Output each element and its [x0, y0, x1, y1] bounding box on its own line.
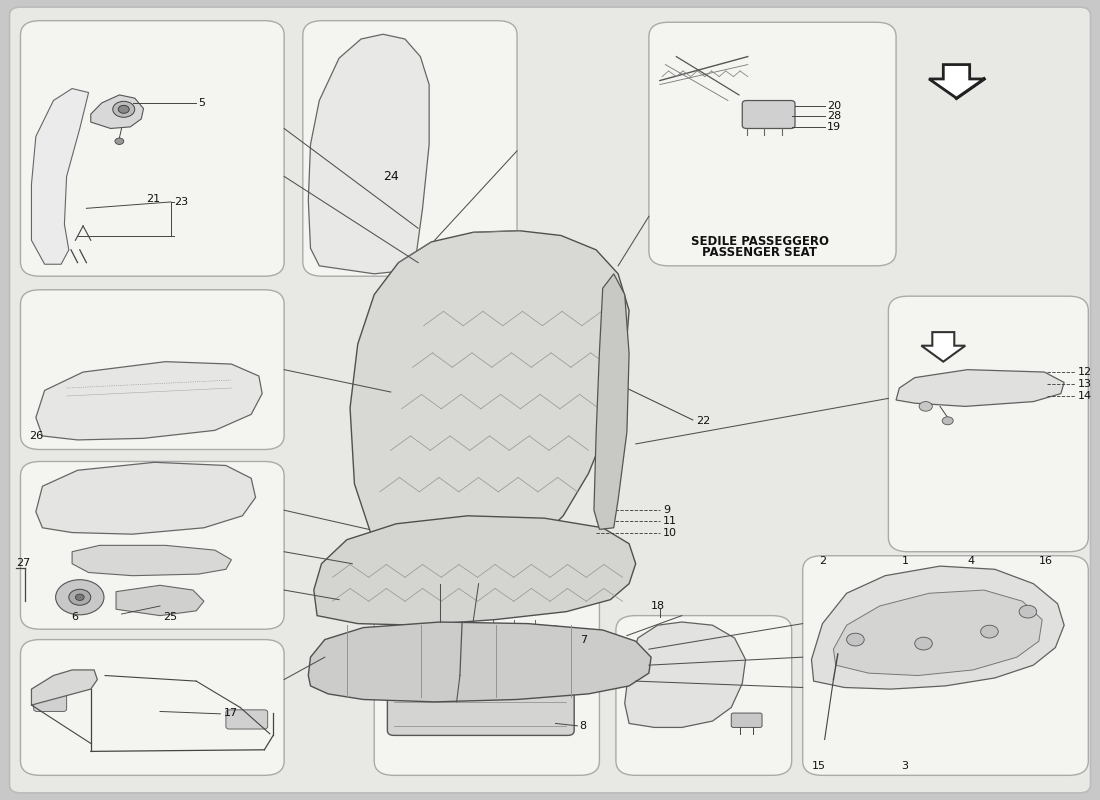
Polygon shape [73, 546, 231, 576]
FancyBboxPatch shape [732, 713, 762, 727]
Polygon shape [36, 462, 255, 534]
Text: 15: 15 [812, 761, 825, 770]
FancyBboxPatch shape [889, 296, 1088, 552]
FancyBboxPatch shape [649, 22, 896, 266]
Text: 22: 22 [696, 416, 711, 426]
Text: PASSENGER SEAT: PASSENGER SEAT [702, 246, 816, 258]
Polygon shape [930, 65, 984, 98]
FancyBboxPatch shape [302, 21, 517, 276]
Text: 25: 25 [163, 612, 177, 622]
Circle shape [56, 580, 104, 615]
Polygon shape [625, 622, 746, 727]
FancyBboxPatch shape [405, 626, 559, 646]
Polygon shape [812, 566, 1064, 689]
FancyBboxPatch shape [10, 7, 1090, 793]
Circle shape [920, 402, 933, 411]
Text: 12: 12 [1077, 367, 1091, 377]
Circle shape [76, 594, 85, 601]
FancyBboxPatch shape [21, 639, 284, 775]
Polygon shape [36, 362, 262, 440]
Text: 3: 3 [902, 761, 909, 770]
Text: 10: 10 [663, 527, 678, 538]
Polygon shape [594, 274, 629, 530]
Polygon shape [896, 370, 1064, 406]
Text: 23: 23 [174, 197, 188, 207]
Text: 11: 11 [663, 516, 678, 526]
Text: 2: 2 [820, 556, 826, 566]
Circle shape [981, 626, 998, 638]
Text: 1: 1 [902, 556, 909, 566]
Text: 26: 26 [30, 431, 43, 441]
Polygon shape [116, 586, 204, 616]
FancyBboxPatch shape [742, 101, 795, 129]
Text: 21: 21 [145, 194, 160, 204]
Text: 18: 18 [651, 601, 666, 611]
Text: 9: 9 [663, 506, 670, 515]
FancyBboxPatch shape [21, 21, 284, 276]
Circle shape [69, 590, 91, 606]
Text: 7: 7 [580, 634, 586, 645]
Circle shape [114, 138, 123, 145]
Circle shape [118, 106, 129, 114]
Text: 20: 20 [827, 101, 842, 111]
Circle shape [1019, 606, 1036, 618]
FancyBboxPatch shape [374, 584, 600, 775]
Polygon shape [32, 89, 89, 264]
Polygon shape [308, 34, 429, 274]
Text: 8: 8 [580, 721, 586, 731]
Polygon shape [922, 332, 966, 362]
Circle shape [915, 637, 933, 650]
Circle shape [943, 417, 954, 425]
Text: 19: 19 [827, 122, 842, 132]
Polygon shape [834, 590, 1042, 675]
Polygon shape [314, 516, 636, 626]
FancyBboxPatch shape [21, 290, 284, 450]
Text: 16: 16 [1038, 556, 1053, 566]
Text: 24: 24 [383, 170, 399, 183]
Text: 5: 5 [198, 98, 206, 108]
Polygon shape [308, 622, 651, 702]
Text: 17: 17 [223, 708, 238, 718]
Polygon shape [350, 230, 629, 556]
FancyBboxPatch shape [616, 616, 792, 775]
Text: 28: 28 [827, 111, 842, 122]
FancyBboxPatch shape [21, 462, 284, 630]
FancyBboxPatch shape [387, 641, 574, 735]
FancyBboxPatch shape [34, 689, 67, 711]
Text: 14: 14 [1077, 391, 1091, 401]
FancyBboxPatch shape [226, 710, 267, 729]
Circle shape [113, 102, 134, 118]
Text: 27: 27 [16, 558, 31, 568]
Text: 4: 4 [968, 556, 975, 566]
Text: SEDILE PASSEGGERO: SEDILE PASSEGGERO [691, 235, 828, 248]
Circle shape [847, 633, 865, 646]
Polygon shape [32, 670, 98, 705]
Text: 6: 6 [72, 612, 78, 622]
Text: 13: 13 [1077, 379, 1091, 389]
FancyBboxPatch shape [803, 556, 1088, 775]
Polygon shape [91, 95, 143, 129]
